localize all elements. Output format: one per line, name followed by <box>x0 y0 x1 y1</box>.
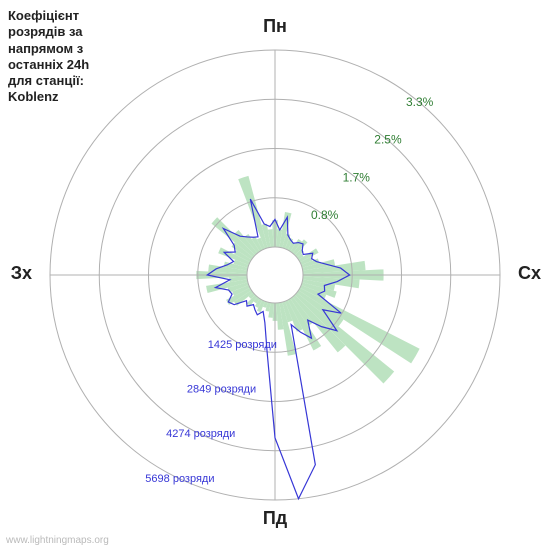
compass-label-west: Зх <box>11 263 32 283</box>
count-ring-label: 4274 розряди <box>166 428 235 440</box>
compass-label-north: Пн <box>263 16 287 36</box>
polar-rose-chart: 0.8% 1.7% 2.5% 3.3% 1425 розряди 2849 розряди… <box>0 0 550 550</box>
pct-ring-label: 2.5% <box>374 133 402 147</box>
count-ring-label: 1425 розряди <box>208 339 277 351</box>
count-ring-label: 2849 розряди <box>187 384 256 396</box>
compass-label-east: Сх <box>518 263 541 283</box>
inner-hole <box>247 247 303 303</box>
count-ring-label: 5698 розряди <box>145 473 214 485</box>
pct-ring-label: 3.3% <box>406 95 434 109</box>
pct-ring-label: 0.8% <box>311 208 339 222</box>
compass-label-south: Пд <box>263 508 288 528</box>
pct-ring-label: 1.7% <box>343 170 371 184</box>
